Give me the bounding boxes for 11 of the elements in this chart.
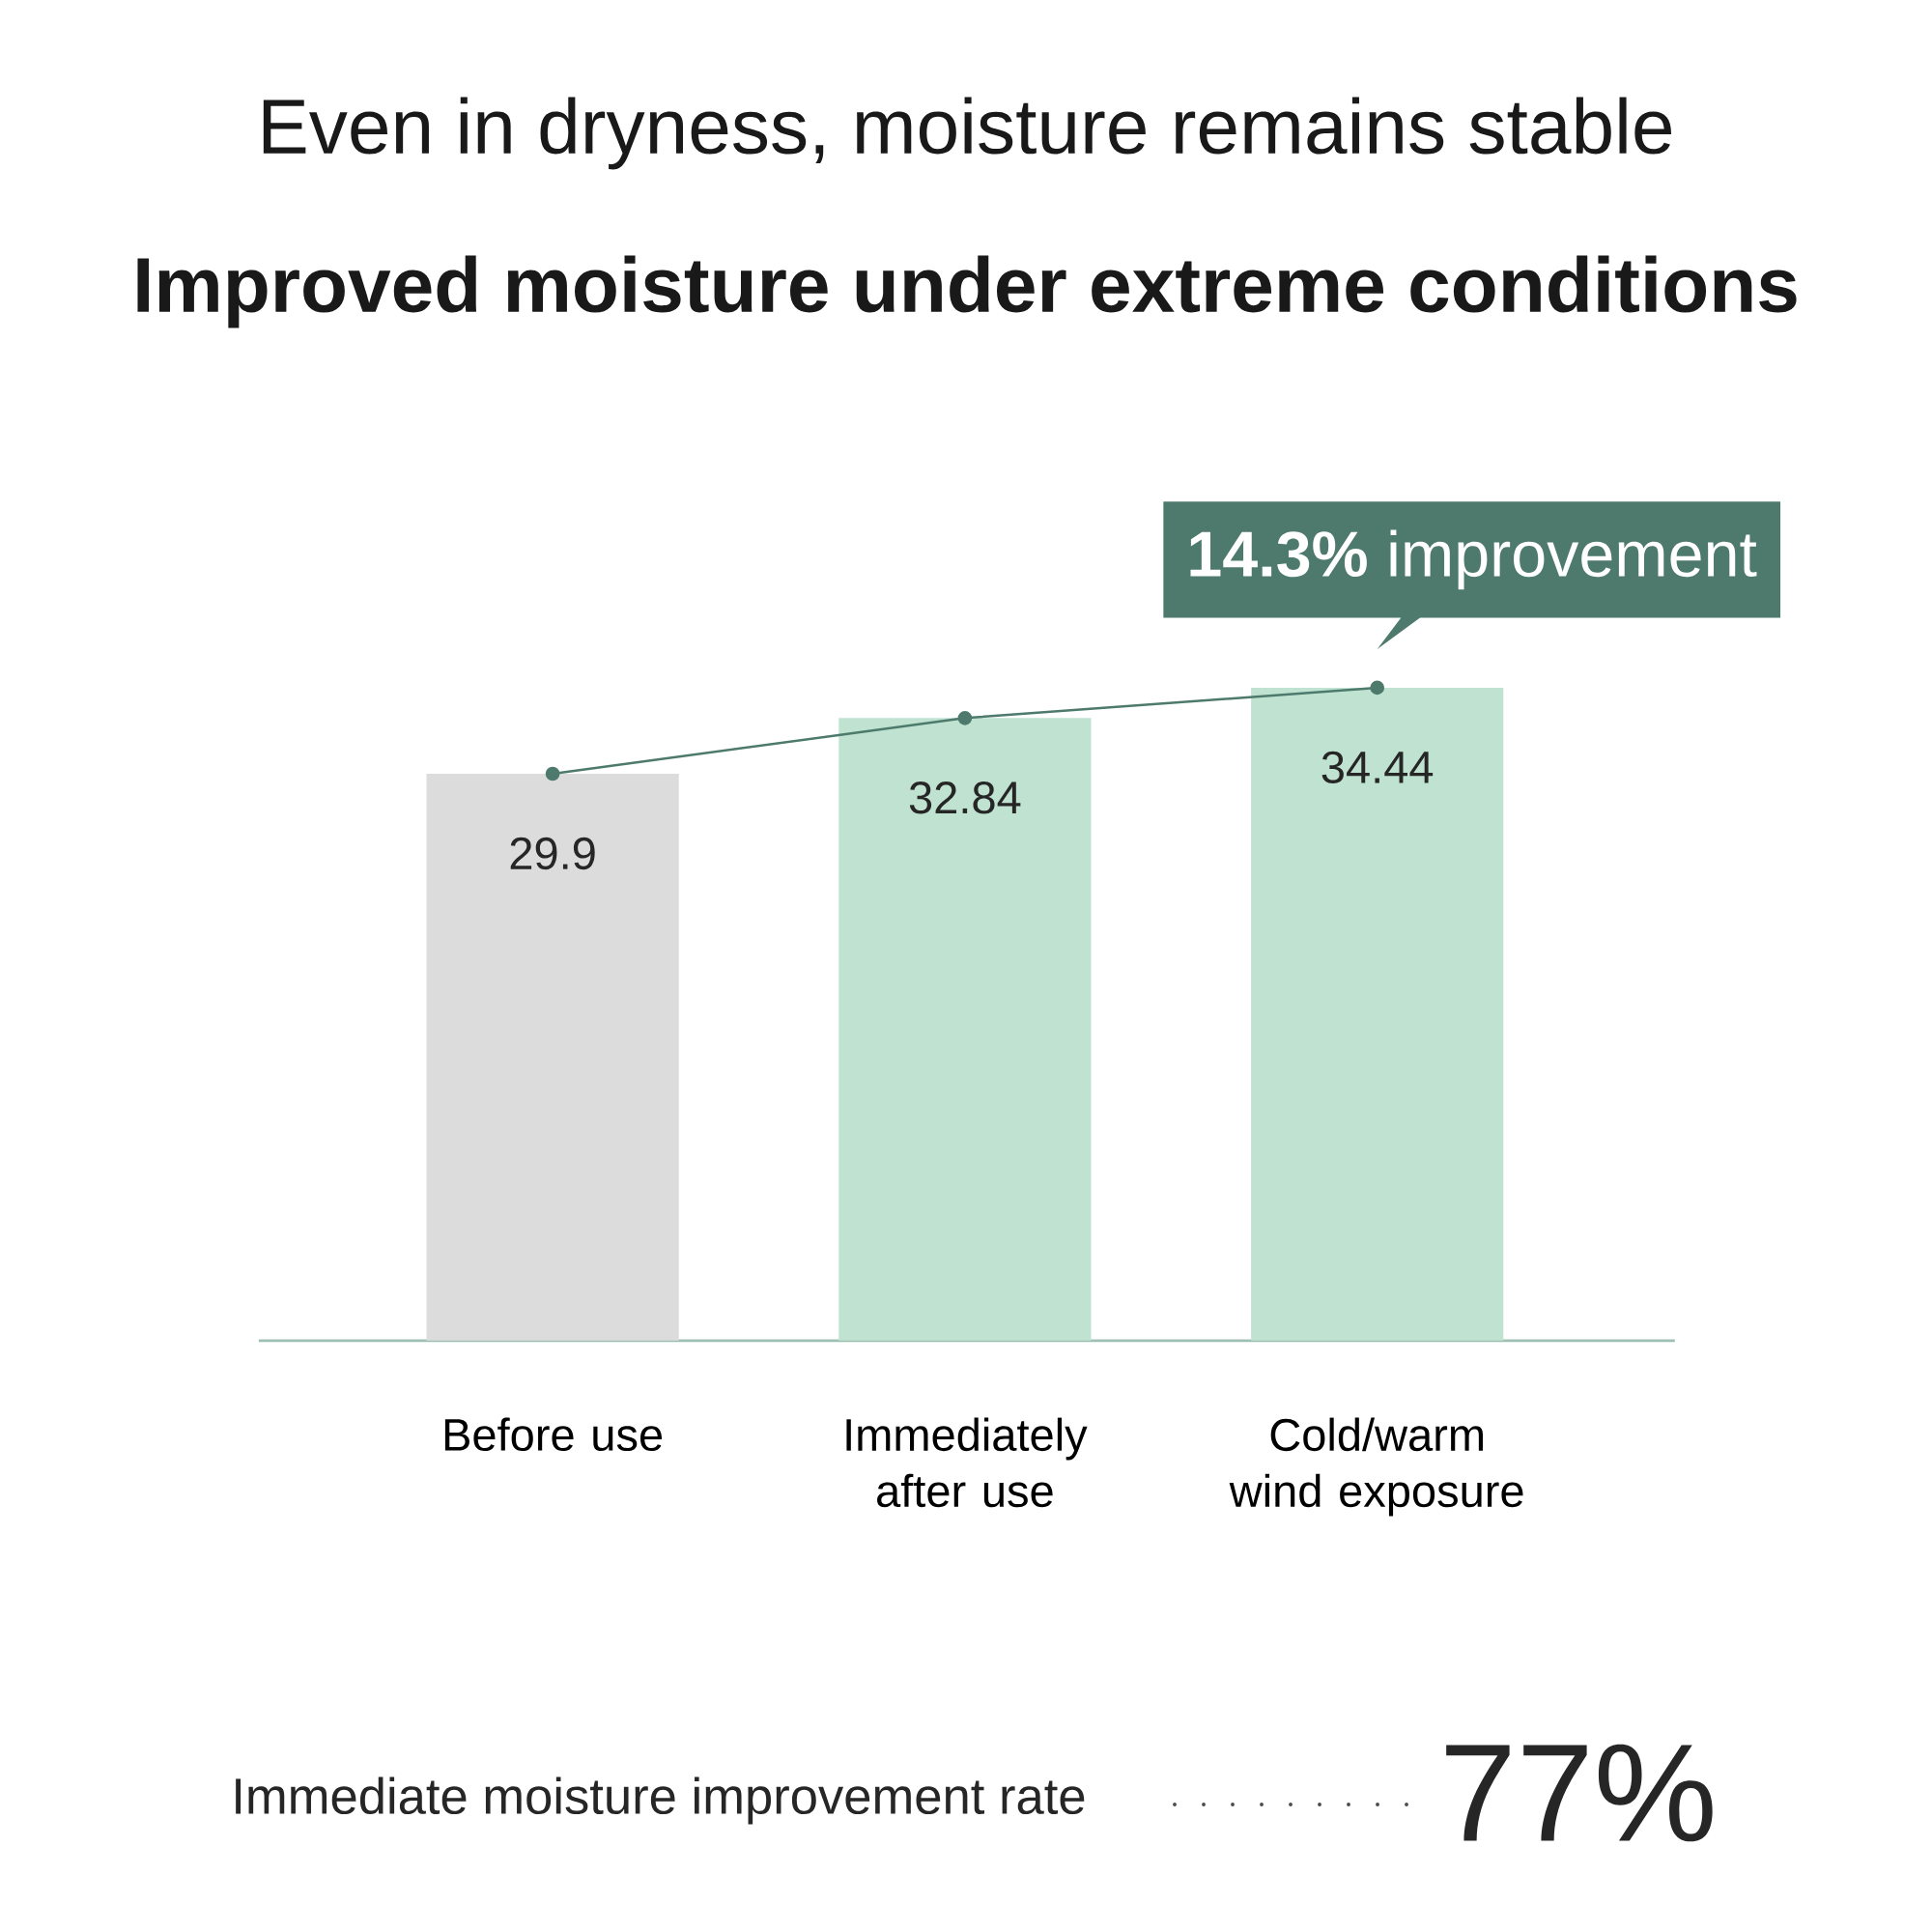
x-tick-label: Immediately after use [846, 1417, 1088, 1508]
data-label: 34.44 [1321, 751, 1434, 784]
annotation: 14.3% improvement [1190, 529, 1757, 590]
data-label: 29.9 [510, 837, 595, 870]
x-tick-label: Cold/warm wind exposure [1229, 1417, 1523, 1517]
chart-title: Improved moisture under extreme conditions [137, 255, 1797, 328]
data-label: 32.84 [909, 781, 1021, 814]
x-tick-label: Before use [444, 1417, 663, 1452]
chart-subtitle: Even in dryness, moisture remains stable [263, 97, 1671, 170]
text: Immediate moisture improvement rate [236, 1776, 1085, 1825]
text: 77% [1446, 1744, 1713, 1842]
